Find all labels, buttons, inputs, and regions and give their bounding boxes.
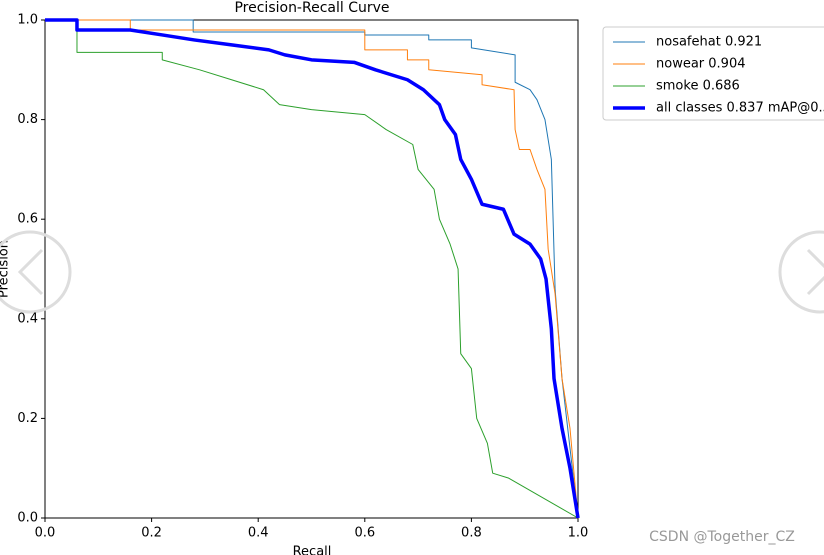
y-tick-label: 0.6: [17, 212, 38, 227]
next-button[interactable]: [778, 230, 824, 314]
legend-box: [602, 26, 824, 121]
y-tick-label: 0.0: [17, 511, 38, 526]
prev-arrow[interactable]: [17, 248, 44, 296]
y-tick-label: 1.0: [17, 13, 38, 28]
legend-label: smoke 0.686: [656, 79, 740, 94]
x-tick-label: 0.2: [141, 526, 162, 541]
legend-label: all classes 0.837 mAP@0.5: [656, 101, 824, 116]
x-tick-label: 0.8: [461, 526, 482, 541]
pr-curve: [45, 18, 580, 519]
pr-curve: [45, 19, 579, 519]
prev-button[interactable]: [0, 230, 72, 314]
x-tick-label: 0.4: [248, 526, 269, 541]
pr-curve: [45, 19, 579, 519]
y-tick-label: 0.4: [17, 311, 38, 326]
pr-curve: [45, 19, 579, 519]
y-tick-label: 0.2: [17, 411, 38, 426]
legend-label: nowear 0.904: [656, 57, 745, 72]
legend-label: nosafehat 0.921: [656, 35, 762, 50]
watermark: CSDN @Together_CZ: [649, 529, 795, 545]
x-tick-label: 0.0: [35, 526, 56, 541]
y-tick-label: 0.8: [17, 112, 38, 127]
x-axis-label: Recall: [293, 545, 332, 555]
x-tick-label: 0.6: [354, 526, 375, 541]
y-axis-label: Precision: [0, 240, 12, 298]
plot-frame: [44, 19, 579, 519]
next-arrow[interactable]: [806, 248, 824, 296]
x-tick-label: 1.0: [568, 526, 589, 541]
chart-title: Precision-Recall Curve: [234, 0, 389, 16]
